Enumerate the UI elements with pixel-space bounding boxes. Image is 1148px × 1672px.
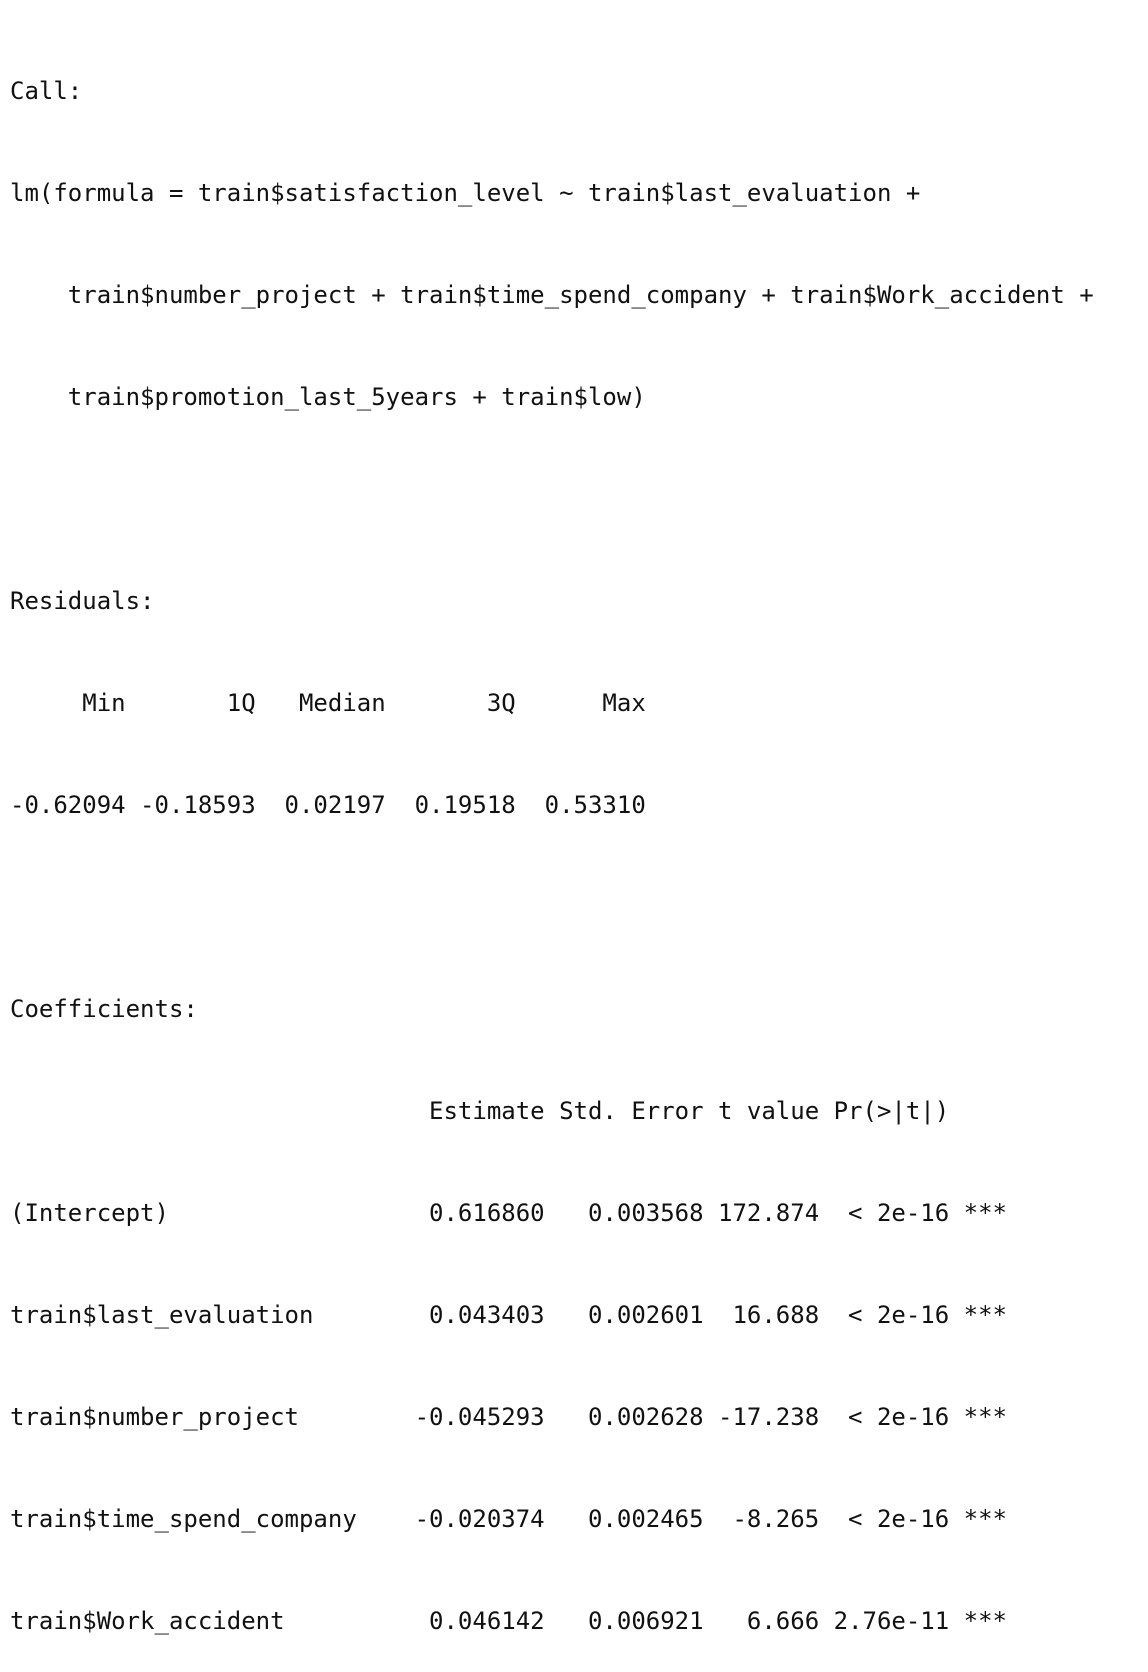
coefficient-row: (Intercept) 0.616860 0.003568 172.874 < …: [10, 1199, 1007, 1227]
residuals-values: -0.62094 -0.18593 0.02197 0.19518 0.5331…: [10, 791, 661, 819]
call-formula-line-2: train$number_project + train$time_spend_…: [10, 281, 1094, 309]
call-formula-line-3: train$promotion_last_5years + train$low): [10, 383, 646, 411]
coefficients-header: Estimate Std. Error t value Pr(>|t|): [10, 1097, 1007, 1125]
residuals-label: Residuals:: [10, 587, 155, 615]
coefficient-row: train$Work_accident 0.046142 0.006921 6.…: [10, 1607, 1007, 1635]
coefficient-row: train$time_spend_company -0.020374 0.002…: [10, 1505, 1007, 1533]
call-label: Call:: [10, 77, 83, 105]
coefficient-row: train$number_project -0.045293 0.002628 …: [10, 1403, 1007, 1431]
coefficients-label: Coefficients:: [10, 995, 198, 1023]
coefficient-row: train$last_evaluation 0.043403 0.002601 …: [10, 1301, 1007, 1329]
blank-line: [10, 482, 1148, 516]
call-formula-line-1: lm(formula = train$satisfaction_level ~ …: [10, 179, 921, 207]
blank-line: [10, 890, 1148, 924]
residuals-header: Min 1Q Median 3Q Max: [10, 689, 661, 717]
